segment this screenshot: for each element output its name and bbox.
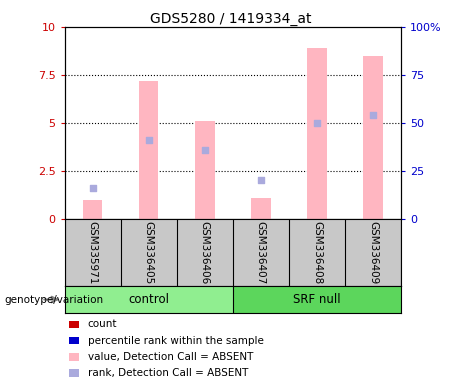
Text: GSM335971: GSM335971: [88, 221, 98, 284]
Text: rank, Detection Call = ABSENT: rank, Detection Call = ABSENT: [88, 368, 248, 378]
Bar: [363, 56, 383, 219]
Text: GSM336405: GSM336405: [144, 221, 154, 284]
Text: GSM336408: GSM336408: [312, 221, 322, 284]
Point: [369, 112, 377, 118]
Bar: [83, 200, 102, 219]
Bar: [233, 286, 401, 313]
Bar: [195, 121, 214, 219]
Text: value, Detection Call = ABSENT: value, Detection Call = ABSENT: [88, 352, 253, 362]
Point: [145, 137, 152, 143]
Text: GDS5280 / 1419334_at: GDS5280 / 1419334_at: [150, 12, 311, 25]
Text: control: control: [128, 293, 169, 306]
Bar: [65, 286, 233, 313]
Point: [89, 185, 96, 191]
Text: percentile rank within the sample: percentile rank within the sample: [88, 336, 264, 346]
Text: SRF null: SRF null: [293, 293, 341, 306]
Point: [257, 177, 265, 184]
Bar: [307, 48, 327, 219]
Bar: [251, 198, 271, 219]
Point: [313, 120, 321, 126]
Text: count: count: [88, 319, 117, 329]
Text: genotype/variation: genotype/variation: [5, 295, 104, 305]
Text: GSM336406: GSM336406: [200, 221, 210, 284]
Text: GSM336407: GSM336407: [256, 221, 266, 284]
Text: GSM336409: GSM336409: [368, 221, 378, 284]
Point: [201, 147, 208, 153]
Bar: [139, 81, 159, 219]
